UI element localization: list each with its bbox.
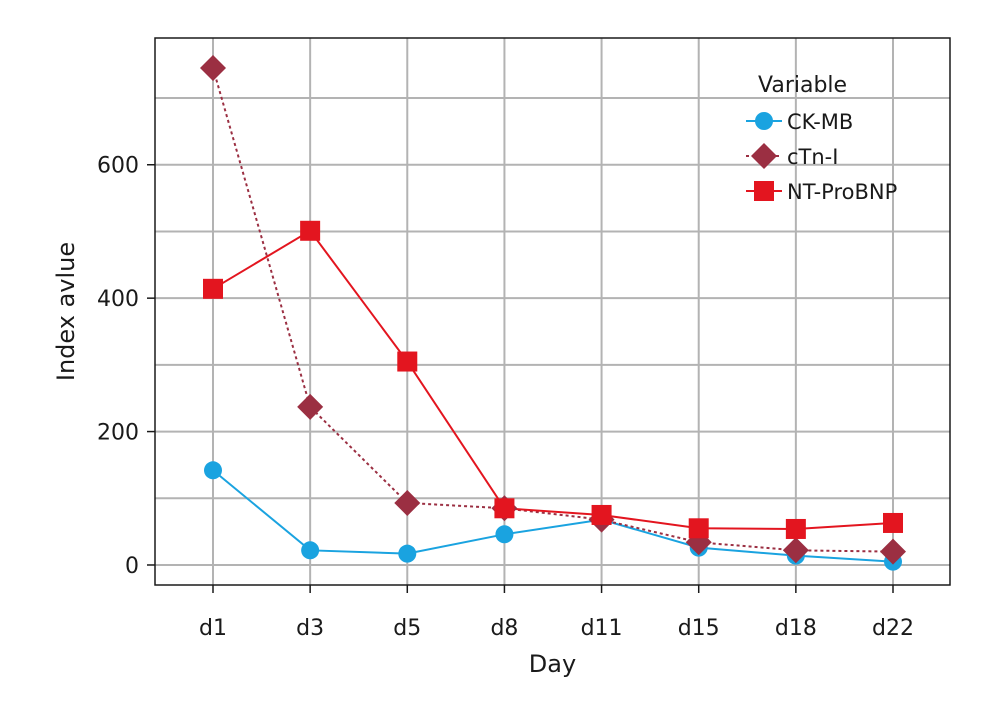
- y-tick-label: 0: [125, 554, 139, 579]
- data-point-nt-probnp: [203, 279, 223, 299]
- data-point-ctn-i: [297, 394, 323, 420]
- data-point-ctn-i: [783, 537, 809, 563]
- legend-label-ck-mb: CK-MB: [787, 110, 853, 134]
- legend-marker-ck-mb: [755, 112, 773, 130]
- legend-marker-nt-probnp: [754, 181, 774, 201]
- x-axis: d1 d3 d5 d8 d11 d15 d18 d22: [199, 585, 914, 641]
- legend-label-nt-probnp: NT-ProBNP: [787, 180, 897, 204]
- legend-title: Variable: [758, 73, 847, 98]
- data-point-nt-probnp: [300, 221, 320, 241]
- x-tick-label: d8: [490, 616, 518, 641]
- data-point-ctn-i: [200, 55, 226, 81]
- data-point-nt-probnp: [883, 513, 903, 533]
- y-axis-title: Index avlue: [52, 242, 80, 381]
- y-axis: 0 200 400 600: [97, 154, 155, 579]
- legend-label-ctn-i: cTn-I: [787, 145, 838, 169]
- x-tick-label: d5: [393, 616, 421, 641]
- x-tick-label: d18: [775, 616, 817, 641]
- x-tick-label: d11: [581, 616, 623, 641]
- x-tick-label: d15: [678, 616, 720, 641]
- data-point-ck-mb: [495, 525, 513, 543]
- data-point-nt-probnp: [592, 505, 612, 525]
- data-point-nt-probnp: [689, 518, 709, 538]
- x-tick-label: d3: [296, 616, 324, 641]
- series-line-nt-probnp: [213, 231, 893, 529]
- series-line-ctn-i: [213, 68, 893, 552]
- data-point-ck-mb: [301, 541, 319, 559]
- data-point-nt-probnp: [494, 498, 514, 518]
- x-tick-label: d22: [872, 616, 914, 641]
- y-tick-label: 600: [97, 154, 139, 179]
- data-point-nt-probnp: [786, 519, 806, 539]
- data-point-ck-mb: [398, 545, 416, 563]
- legend: Variable CK-MB cTn-I NT-ProBNP: [746, 73, 897, 204]
- x-tick-label: d1: [199, 616, 227, 641]
- data-point-ck-mb: [204, 461, 222, 479]
- y-tick-label: 200: [97, 421, 139, 446]
- x-axis-title: Day: [529, 650, 576, 678]
- data-point-nt-probnp: [397, 352, 417, 372]
- y-tick-label: 400: [97, 287, 139, 312]
